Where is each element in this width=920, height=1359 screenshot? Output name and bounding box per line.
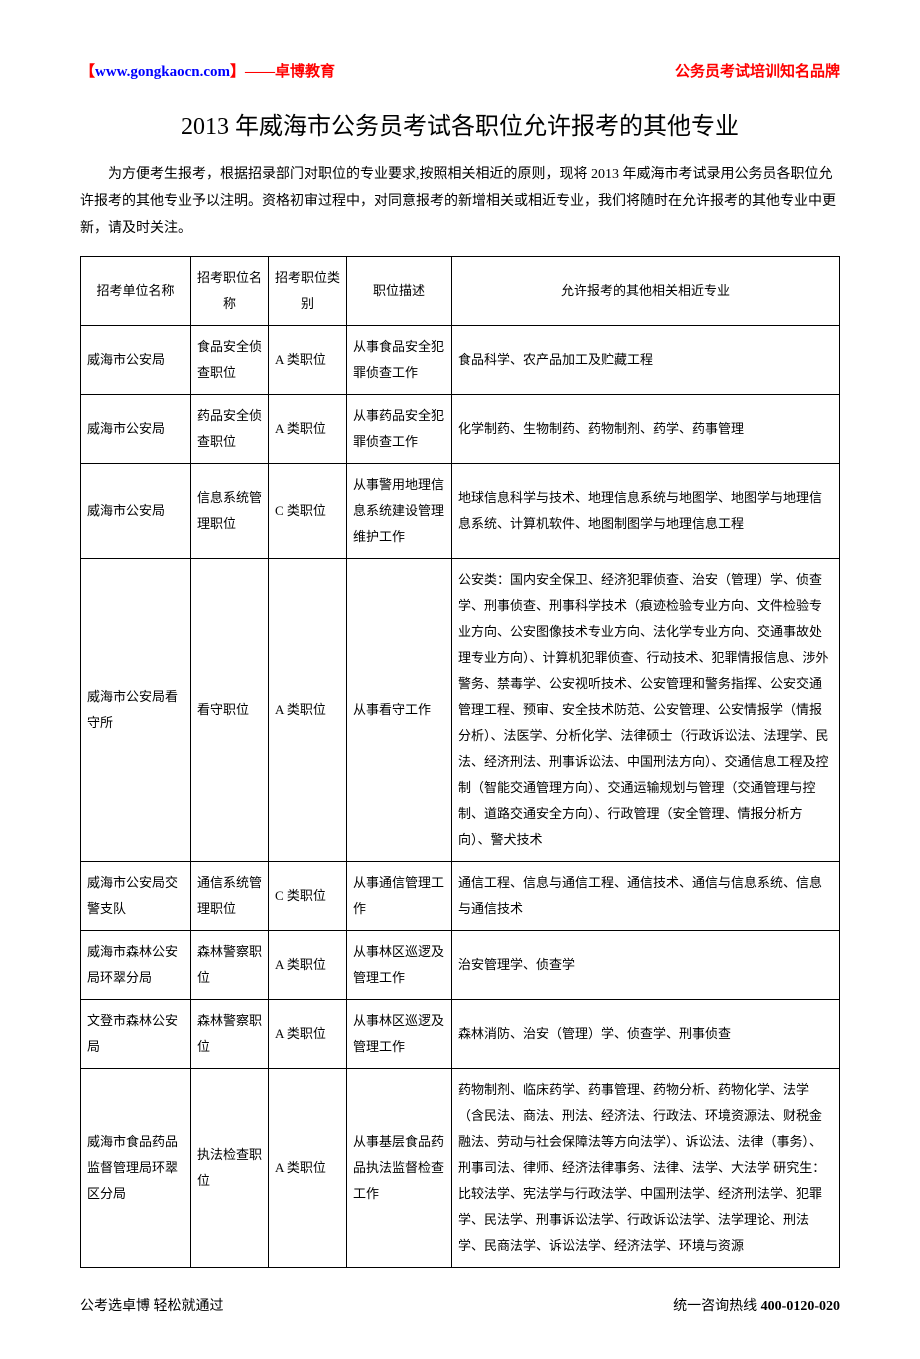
- footer-left: 公考选卓博 轻松就通过: [80, 1296, 224, 1318]
- cell-category: A 类职位: [269, 326, 347, 395]
- cell-category: A 类职位: [269, 559, 347, 862]
- cell-unit: 威海市公安局: [81, 464, 191, 559]
- cell-category: A 类职位: [269, 1000, 347, 1069]
- table-row: 威海市公安局信息系统管理职位C 类职位从事警用地理信息系统建设管理维护工作地球信…: [81, 464, 840, 559]
- table-row: 威海市公安局食品安全侦查职位A 类职位从事食品安全犯罪侦查工作食品科学、农产品加…: [81, 326, 840, 395]
- cell-category: A 类职位: [269, 395, 347, 464]
- cell-desc: 从事食品安全犯罪侦查工作: [347, 326, 452, 395]
- footer-hotline: 400-0120-020: [761, 1299, 840, 1314]
- header-left: 【www.gongkaocn.com】——卓博教育: [80, 60, 335, 84]
- cell-unit: 威海市食品药品监督管理局环翠区分局: [81, 1069, 191, 1268]
- table-row: 威海市森林公安局环翠分局森林警察职位A 类职位从事林区巡逻及管理工作治安管理学、…: [81, 931, 840, 1000]
- cell-desc: 从事警用地理信息系统建设管理维护工作: [347, 464, 452, 559]
- cell-category: C 类职位: [269, 862, 347, 931]
- cell-position: 森林警察职位: [191, 931, 269, 1000]
- cell-majors: 森林消防、治安（管理）学、侦查学、刑事侦查: [452, 1000, 840, 1069]
- cell-desc: 从事林区巡逻及管理工作: [347, 1000, 452, 1069]
- site-bracket-open: 【: [80, 64, 95, 80]
- header-right: 公务员考试培训知名品牌: [675, 60, 840, 84]
- cell-unit: 威海市公安局交警支队: [81, 862, 191, 931]
- cell-unit: 文登市森林公安局: [81, 1000, 191, 1069]
- cell-unit: 威海市公安局: [81, 326, 191, 395]
- cell-position: 食品安全侦查职位: [191, 326, 269, 395]
- col-category: 招考职位类别: [269, 257, 347, 326]
- cell-desc: 从事林区巡逻及管理工作: [347, 931, 452, 1000]
- cell-majors: 地球信息科学与技术、地理信息系统与地图学、地图学与地理信息系统、计算机软件、地图…: [452, 464, 840, 559]
- cell-majors: 化学制药、生物制药、药物制剂、药学、药事管理: [452, 395, 840, 464]
- cell-unit: 威海市森林公安局环翠分局: [81, 931, 191, 1000]
- cell-majors: 通信工程、信息与通信工程、通信技术、通信与信息系统、信息与通信技术: [452, 862, 840, 931]
- table-header-row: 招考单位名称 招考职位名称 招考职位类别 职位描述 允许报考的其他相关相近专业: [81, 257, 840, 326]
- cell-desc: 从事药品安全犯罪侦查工作: [347, 395, 452, 464]
- site-bracket-close: 】: [230, 64, 245, 80]
- cell-position: 森林警察职位: [191, 1000, 269, 1069]
- table-row: 威海市食品药品监督管理局环翠区分局执法检查职位A 类职位从事基层食品药品执法监督…: [81, 1069, 840, 1268]
- col-majors: 允许报考的其他相关相近专业: [452, 257, 840, 326]
- page-header: 【www.gongkaocn.com】——卓博教育 公务员考试培训知名品牌: [80, 60, 840, 84]
- cell-category: A 类职位: [269, 931, 347, 1000]
- col-unit: 招考单位名称: [81, 257, 191, 326]
- positions-table: 招考单位名称 招考职位名称 招考职位类别 职位描述 允许报考的其他相关相近专业 …: [80, 256, 840, 1268]
- cell-position: 药品安全侦查职位: [191, 395, 269, 464]
- table-row: 威海市公安局交警支队通信系统管理职位C 类职位从事通信管理工作通信工程、信息与通…: [81, 862, 840, 931]
- cell-unit: 威海市公安局: [81, 395, 191, 464]
- cell-majors: 治安管理学、侦查学: [452, 931, 840, 1000]
- col-desc: 职位描述: [347, 257, 452, 326]
- cell-majors: 药物制剂、临床药学、药事管理、药物分析、药物化学、法学（含民法、商法、刑法、经济…: [452, 1069, 840, 1268]
- cell-majors: 食品科学、农产品加工及贮藏工程: [452, 326, 840, 395]
- site-url: www.gongkaocn.com: [95, 64, 230, 80]
- cell-position: 通信系统管理职位: [191, 862, 269, 931]
- table-row: 文登市森林公安局森林警察职位A 类职位从事林区巡逻及管理工作森林消防、治安（管理…: [81, 1000, 840, 1069]
- col-position: 招考职位名称: [191, 257, 269, 326]
- cell-category: C 类职位: [269, 464, 347, 559]
- cell-desc: 从事基层食品药品执法监督检查工作: [347, 1069, 452, 1268]
- site-suffix: ——卓博教育: [245, 64, 335, 80]
- intro-paragraph: 为方便考生报考，根据招录部门对职位的专业要求,按照相关相近的原则，现将 2013…: [80, 162, 840, 242]
- cell-position: 执法检查职位: [191, 1069, 269, 1268]
- cell-category: A 类职位: [269, 1069, 347, 1268]
- cell-desc: 从事看守工作: [347, 559, 452, 862]
- table-row: 威海市公安局看守所看守职位A 类职位从事看守工作公安类：国内安全保卫、经济犯罪侦…: [81, 559, 840, 862]
- footer-right-prefix: 统一咨询热线: [673, 1299, 761, 1314]
- page-title: 2013 年威海市公务员考试各职位允许报考的其他专业: [80, 108, 840, 146]
- cell-desc: 从事通信管理工作: [347, 862, 452, 931]
- footer-right: 统一咨询热线 400-0120-020: [673, 1296, 840, 1318]
- table-row: 威海市公安局药品安全侦查职位A 类职位从事药品安全犯罪侦查工作化学制药、生物制药…: [81, 395, 840, 464]
- page-footer: 公考选卓博 轻松就通过 统一咨询热线 400-0120-020: [80, 1296, 840, 1318]
- cell-unit: 威海市公安局看守所: [81, 559, 191, 862]
- cell-position: 信息系统管理职位: [191, 464, 269, 559]
- cell-position: 看守职位: [191, 559, 269, 862]
- cell-majors: 公安类：国内安全保卫、经济犯罪侦查、治安（管理）学、侦查学、刑事侦查、刑事科学技…: [452, 559, 840, 862]
